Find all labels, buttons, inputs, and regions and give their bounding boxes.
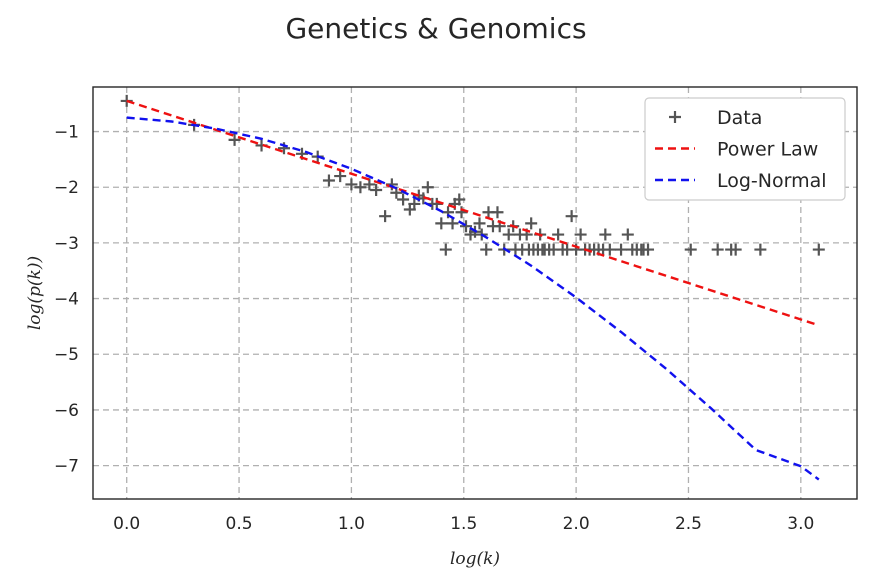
data-point <box>363 178 376 191</box>
data-point <box>565 210 578 223</box>
data-point <box>334 170 347 183</box>
data-point <box>574 228 587 241</box>
x-tick-label: 2.0 <box>563 514 590 534</box>
data-point <box>525 217 538 230</box>
y-tick-label: −1 <box>54 123 79 143</box>
data-point <box>439 243 452 256</box>
data-point <box>491 206 504 219</box>
data-point <box>322 174 335 187</box>
x-tick-label: 1.0 <box>338 514 365 534</box>
data-point <box>453 193 466 206</box>
data-point <box>345 178 358 191</box>
legend-label: Power Law <box>717 139 818 161</box>
data-point <box>552 228 565 241</box>
x-tick-label: 3.0 <box>787 514 814 534</box>
data-point <box>603 243 616 256</box>
y-tick-label: −4 <box>54 290 79 310</box>
x-axis-label: log(k) <box>450 549 500 569</box>
data-point <box>460 220 473 233</box>
data-point <box>354 181 367 194</box>
data-point <box>754 243 767 256</box>
chart-title: Genetics & Genomics <box>285 12 586 45</box>
grid <box>93 87 857 499</box>
data-point <box>480 243 493 256</box>
data-point <box>435 217 448 230</box>
data-point <box>421 181 434 194</box>
legend-label: Data <box>717 107 762 129</box>
data-point <box>642 243 655 256</box>
data-point <box>684 243 697 256</box>
series-line-power-law <box>126 99 820 327</box>
data-point <box>502 228 515 241</box>
data-point <box>473 217 486 230</box>
legend-box <box>644 97 846 201</box>
data-point <box>621 228 634 241</box>
data-point <box>812 243 825 256</box>
y-tick-label: −7 <box>54 457 79 477</box>
legend-label: Log-Normal <box>717 170 827 192</box>
data-point <box>397 193 410 206</box>
data-point <box>228 133 241 146</box>
plot-frame <box>92 86 858 500</box>
plot-series <box>120 94 825 481</box>
data-point <box>711 243 724 256</box>
data-point <box>729 243 742 256</box>
y-tick-label: −5 <box>54 345 79 365</box>
x-tick-label: 0.0 <box>113 514 140 534</box>
y-tick-label: −6 <box>54 401 79 421</box>
y-tick-label: −3 <box>54 234 79 254</box>
y-axis-label: log(p(k)) <box>25 256 45 330</box>
data-point <box>615 243 628 256</box>
legend: Data Power Law Log-Normal <box>644 97 846 201</box>
x-tick-label: 0.5 <box>226 514 253 534</box>
data-point <box>446 217 459 230</box>
series-line-log-normal <box>126 116 820 481</box>
data-point <box>599 228 612 241</box>
tick-labels: 0.0 0.5 1.0 1.5 2.0 2.5 3.0 −1 −2 −3 −4 −5 −6 −7 <box>54 123 814 534</box>
data-point <box>370 184 383 196</box>
x-tick-label: 2.5 <box>675 514 702 534</box>
y-tick-label: −2 <box>54 178 79 198</box>
x-tick-label: 1.5 <box>450 514 477 534</box>
data-point <box>408 197 421 210</box>
legend-swatch <box>669 111 681 123</box>
data-point <box>455 206 468 219</box>
data-point <box>379 210 392 223</box>
